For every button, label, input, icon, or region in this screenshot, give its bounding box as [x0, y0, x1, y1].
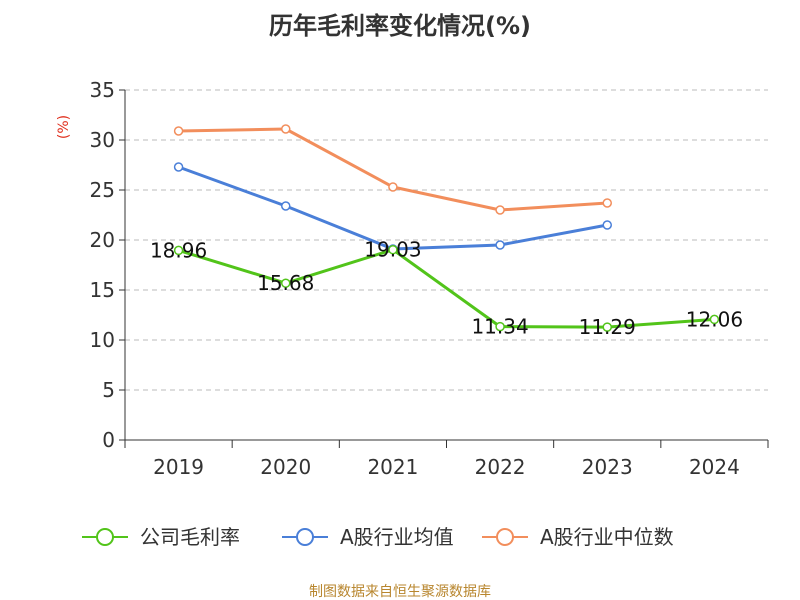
source-note: 制图数据来自恒生聚源数据库	[309, 584, 491, 600]
y-tick-label: 5	[102, 378, 115, 402]
data-label: 19.03	[364, 238, 421, 262]
y-axis-unit-label: (%)	[56, 115, 72, 139]
axes: 0 5 10 15 20 25 30 35 2019 2020 2021 2022 2023 2024	[90, 78, 769, 479]
y-tick-label: 35	[90, 78, 115, 102]
data-point	[173, 162, 184, 172]
y-tick-label: 20	[90, 228, 115, 252]
chart-title: 历年毛利率变化情况(%)	[269, 12, 531, 40]
legend-swatch-marker	[96, 528, 114, 546]
data-point	[281, 124, 291, 134]
data-label: 11.34	[471, 315, 528, 339]
data-point	[709, 314, 720, 325]
y-tick-label: 25	[90, 178, 115, 202]
grid-lines	[125, 89, 768, 391]
legend: 公司毛利率 A股行业均值 A股行业中位数	[82, 525, 674, 549]
data-point	[281, 201, 291, 211]
series-line	[178, 127, 608, 212]
legend-label: A股行业中位数	[540, 525, 674, 549]
x-tick-label: 2021	[367, 455, 418, 479]
legend-swatch-marker	[496, 528, 514, 546]
data-point	[173, 126, 184, 136]
data-label: 11.29	[579, 315, 636, 339]
x-tick-label: 2019	[153, 455, 204, 479]
data-point	[388, 182, 398, 192]
legend-label: A股行业均值	[340, 525, 454, 549]
data-point	[602, 198, 612, 208]
data-point	[495, 205, 505, 215]
y-tick-label: 15	[90, 278, 115, 302]
data-label: 15.68	[257, 271, 314, 295]
data-point	[281, 278, 291, 288]
x-tick-label: 2022	[475, 455, 526, 479]
data-point	[388, 244, 398, 255]
series-line	[178, 248, 715, 329]
x-tick-label: 2020	[260, 455, 311, 479]
legend-label: 公司毛利率	[140, 525, 240, 549]
series-lines	[173, 124, 720, 332]
legend-swatch-marker	[296, 528, 314, 546]
x-tick-label: 2023	[582, 455, 633, 479]
data-point	[173, 245, 184, 256]
y-tick-label: 0	[102, 428, 115, 452]
data-point	[495, 321, 505, 332]
y-tick-label: 10	[90, 328, 115, 352]
data-point	[602, 322, 612, 332]
data-point	[602, 220, 612, 230]
data-labels: 18.96 15.68 19.03 11.34 11.29 12.06	[150, 238, 743, 339]
data-label: 18.96	[150, 238, 207, 262]
x-tick-label: 2024	[689, 455, 740, 479]
data-label: 12.06	[686, 307, 743, 331]
data-point	[495, 240, 505, 250]
y-tick-label: 30	[90, 128, 115, 152]
